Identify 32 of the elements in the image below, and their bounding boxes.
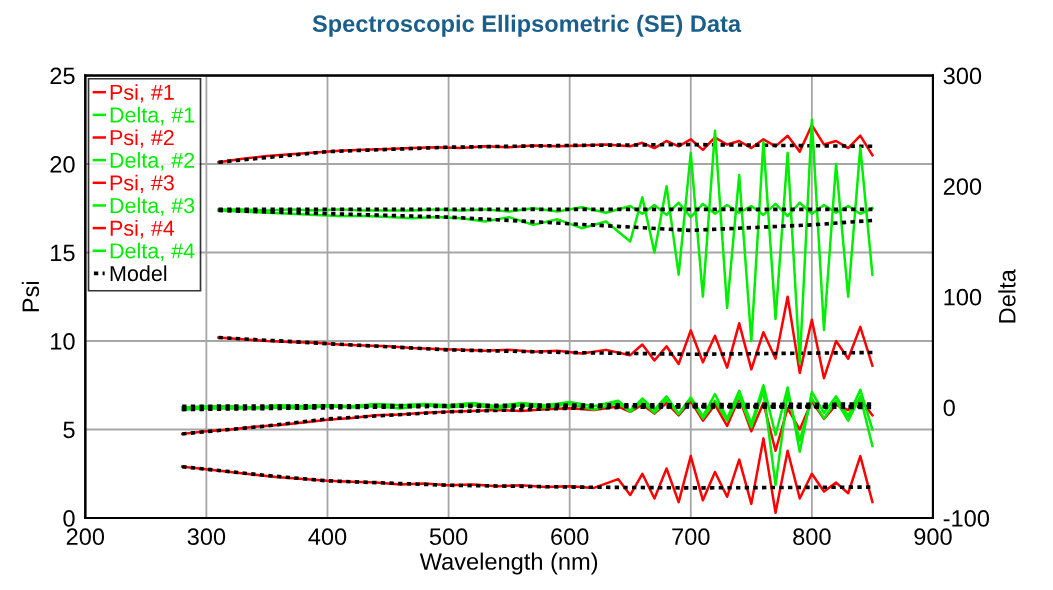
y-tick-label: 15 <box>51 244 75 262</box>
legend-label: Delta, #3 <box>110 197 195 216</box>
legend-label: Delta, #2 <box>110 152 195 171</box>
y2-axis-title: Delta <box>998 269 1016 323</box>
x-tick-label: 900 <box>914 528 952 546</box>
y2-tick-label: 0 <box>943 399 955 417</box>
legend-label: Delta, #1 <box>110 106 195 126</box>
y2-tick-label: 200 <box>943 178 982 195</box>
legend-label: Psi, #1 <box>110 84 174 103</box>
y2-tick-label: 300 <box>943 67 982 85</box>
legend-label: Model <box>110 265 167 282</box>
y-tick-label: 25 <box>50 67 75 85</box>
chart-title: Spectroscopic Ellipsometric (SE) Data <box>312 14 742 37</box>
legend-label: Delta, #4 <box>110 242 195 262</box>
y2-tick-label: -100 <box>943 510 990 527</box>
x-tick-label: 700 <box>672 528 710 546</box>
x-tick-label: 600 <box>551 528 589 546</box>
x-tick-label: 300 <box>187 528 226 546</box>
x-tick-label: 800 <box>793 528 831 546</box>
x-axis-title: Wavelength (nm) <box>419 552 598 575</box>
x-tick-label: 400 <box>308 528 347 546</box>
y-tick-label: 20 <box>50 156 75 173</box>
legend-label: Psi, #3 <box>110 174 174 194</box>
x-tick-label: 200 <box>66 528 105 546</box>
legend-label: Psi, #2 <box>110 129 174 148</box>
legend-label: Psi, #4 <box>110 220 175 239</box>
x-tick-label: 500 <box>429 528 468 546</box>
y-tick-label: 10 <box>51 333 75 350</box>
y2-tick-label: 100 <box>944 288 982 306</box>
y-tick-label: 5 <box>63 421 75 439</box>
y-axis-title: Psi <box>21 281 40 312</box>
y-tick-label: 0 <box>63 510 75 527</box>
